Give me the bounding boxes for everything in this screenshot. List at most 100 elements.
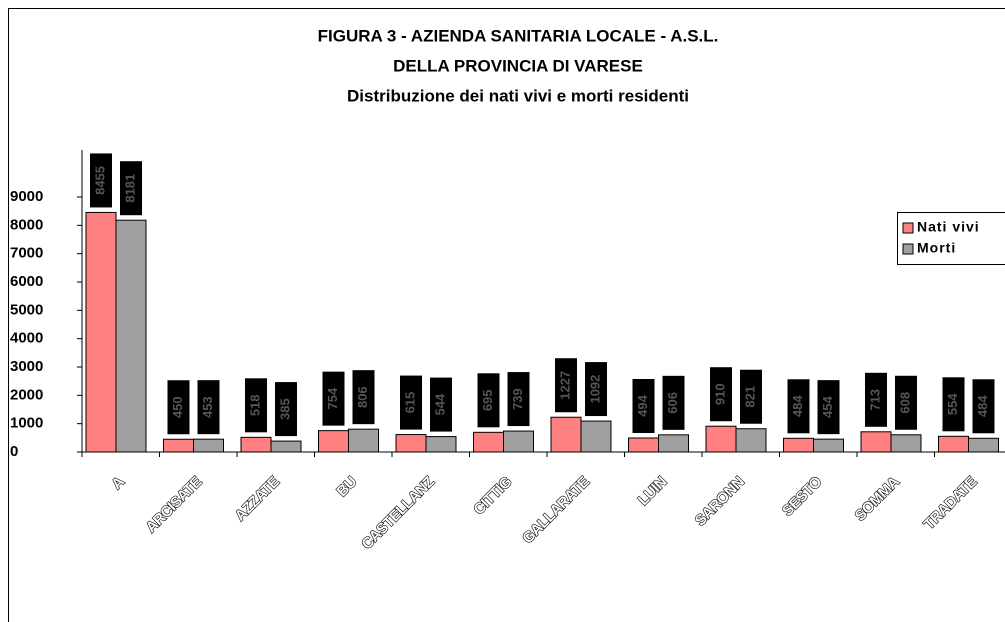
legend <box>897 212 1005 265</box>
chart-title: DELLA PROVINCIA DI VARESE <box>393 56 643 75</box>
bar <box>503 430 534 453</box>
value-label: 385 <box>277 398 292 420</box>
x-tick-label: ARCISATE <box>143 473 206 536</box>
legend-label: Nati vivi <box>917 219 980 235</box>
value-label: 484 <box>790 395 805 417</box>
y-tick-label: 7000 <box>10 245 43 262</box>
bar <box>628 437 659 453</box>
bar <box>890 434 922 453</box>
value-label: 484 <box>975 395 990 417</box>
value-label-box <box>477 373 500 428</box>
x-tick-label: TRADATE <box>921 473 981 533</box>
legend-label: Morti <box>917 240 956 256</box>
value-label: 450 <box>170 396 185 418</box>
value-label-box <box>740 369 762 424</box>
chart-title: FIGURA 3 - AZIENDA SANITARIA LOCALE - A.… <box>318 26 719 45</box>
y-tick-label: 5000 <box>10 301 43 318</box>
value-label: 494 <box>635 394 650 416</box>
bar <box>658 434 689 453</box>
bar <box>938 435 969 453</box>
value-label-box <box>555 358 577 413</box>
x-tick-label: A <box>108 473 128 493</box>
value-label: 8181 <box>122 174 137 203</box>
frame <box>8 8 1005 622</box>
value-label: 453 <box>200 396 215 418</box>
value-label: 821 <box>742 386 757 408</box>
y-tick-label: 0 <box>10 443 18 460</box>
legend-swatch <box>902 222 914 234</box>
x-tick-label: SOMMA <box>852 473 903 524</box>
bar <box>968 437 999 453</box>
y-tick-label: 9000 <box>10 188 43 205</box>
value-label-box <box>710 367 732 422</box>
bar <box>705 425 737 453</box>
value-label-box <box>322 371 345 426</box>
value-label-box <box>632 379 655 434</box>
x-tick-label: CITTIG <box>470 474 515 519</box>
bar <box>318 430 349 453</box>
value-label: 754 <box>325 387 340 409</box>
bar <box>270 440 302 453</box>
value-label-box <box>400 375 422 430</box>
y-tick-label: 8000 <box>10 216 43 233</box>
value-label: 608 <box>897 392 912 414</box>
value-label-box <box>787 379 810 434</box>
y-tick-label: 3000 <box>10 358 43 375</box>
x-tick-label: CASTELLANZ <box>358 473 437 552</box>
bar <box>193 438 224 453</box>
value-label: 454 <box>820 396 835 418</box>
legend-swatch <box>902 243 914 255</box>
bar <box>163 438 194 453</box>
value-label-box <box>197 380 220 435</box>
x-tick-label: BU <box>333 474 360 501</box>
chart-subtitle: Distribuzione dei nati vivi e morti resi… <box>347 86 689 105</box>
y-tick-label: 1000 <box>10 415 43 432</box>
value-label-box <box>167 380 190 435</box>
value-label-box <box>120 161 142 216</box>
value-label: 713 <box>867 389 882 411</box>
bar <box>473 431 504 453</box>
value-label-box <box>352 370 375 425</box>
x-tick-label: GALLARATE <box>519 473 593 547</box>
value-label-box <box>865 372 887 427</box>
y-tick-label: 4000 <box>10 330 43 347</box>
bar <box>580 420 612 453</box>
x-tick-label: SARONN <box>692 474 748 530</box>
x-tick-label: SESTO <box>779 473 826 520</box>
value-label: 910 <box>712 383 727 405</box>
value-label-box <box>275 382 297 437</box>
y-tick-label: 6000 <box>10 273 43 290</box>
value-label: 554 <box>945 393 960 415</box>
x-tick-label: AZZATE <box>232 473 283 524</box>
value-label-box <box>817 380 840 435</box>
x-tick-label: LUIN <box>635 474 670 509</box>
value-label-box <box>942 377 965 432</box>
bar <box>240 436 272 453</box>
value-label: 518 <box>247 394 262 416</box>
value-label: 606 <box>665 392 680 414</box>
value-label-box <box>895 375 917 430</box>
y-tick-label: 2000 <box>10 386 43 403</box>
bar <box>425 436 457 453</box>
value-label-box <box>972 379 995 434</box>
bar <box>85 211 117 453</box>
value-label-box <box>430 377 452 432</box>
value-label-box <box>245 378 267 433</box>
value-label: 695 <box>480 389 495 411</box>
value-label-box <box>585 362 607 417</box>
value-label: 8455 <box>92 166 107 195</box>
value-label: 544 <box>432 393 447 415</box>
bar <box>860 431 892 453</box>
bar <box>783 437 814 453</box>
value-label-box <box>90 153 112 208</box>
value-label: 1092 <box>587 375 602 404</box>
value-label: 739 <box>510 388 525 410</box>
bar <box>735 428 767 453</box>
bar <box>348 428 379 453</box>
bar <box>115 219 147 453</box>
value-label: 1227 <box>557 371 572 400</box>
value-label: 806 <box>355 386 370 408</box>
value-label-box <box>507 372 530 427</box>
